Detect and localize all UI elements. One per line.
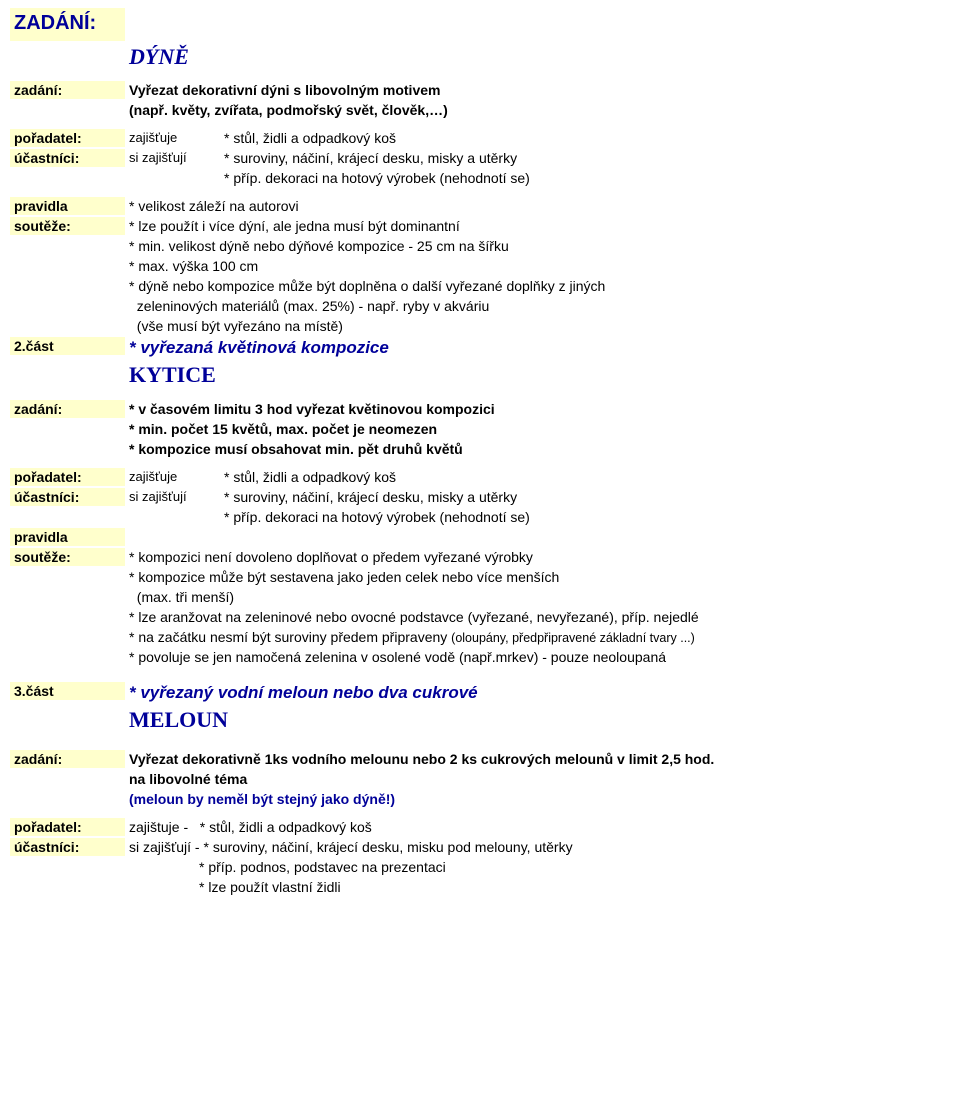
s2-ucastnici-label: účastníci: xyxy=(10,488,125,506)
s2-pr-l5: * povoluje se jen namočená zelenina v os… xyxy=(125,648,950,666)
s2-zadani-row2: * min. počet 15 květů, max. počet je neo… xyxy=(10,420,950,438)
s1-pravidla-row2: soutěže: * lze použít i více dýní, ale j… xyxy=(10,217,950,235)
s2-pr-l4: * na začátku nesmí být suroviny předem p… xyxy=(125,628,950,646)
s2-ucastnici-text2: * příp. dekoraci na hotový výrobek (neho… xyxy=(220,508,950,526)
s2-pr-l2b: (max. tři menší) xyxy=(125,588,950,606)
s1-zadani-l1: Vyřezat dekorativní dýni s libovolným mo… xyxy=(125,81,950,99)
s3-ucastnici-row2: * příp. podnos, podstavec na prezentaci xyxy=(10,858,950,876)
s1-pravidla-l1: * velikost záleží na autorovi xyxy=(125,197,950,215)
s1-pravidla-l5: * dýně nebo kompozice může být doplněna … xyxy=(125,277,950,295)
s2-pr-l4a: * na začátku nesmí být suroviny předem p… xyxy=(129,629,451,645)
s1-pravidla-row4: * max. výška 100 cm xyxy=(10,257,950,275)
s3-zadani-l3: (meloun by neměl být stejný jako dýně!) xyxy=(125,790,950,808)
spacer-content xyxy=(125,8,950,10)
empty-label xyxy=(10,43,125,45)
s3-heading: MELOUN xyxy=(125,706,950,734)
s1-pravidla-l4: * max. výška 100 cm xyxy=(125,257,950,275)
s1-zadani-l2: (např. květy, zvířata, podmořský svět, č… xyxy=(125,101,950,119)
s2-poradatel-row: pořadatel: zajišťuje * stůl, židli a odp… xyxy=(10,468,950,486)
s3-zadani-row2: na libovolné téma xyxy=(10,770,950,788)
s1-ucastnici-mid: si zajišťují xyxy=(125,149,220,166)
s1-zadani-row2: (např. květy, zvířata, podmořský svět, č… xyxy=(10,101,950,119)
s1-pravidla-row5: * dýně nebo kompozice může být doplněna … xyxy=(10,277,950,295)
s1-ucastnici-row2: * příp. dekoraci na hotový výrobek (neho… xyxy=(10,169,950,187)
s2-pravidla-label1: pravidla xyxy=(10,528,125,546)
header-zadani-label: ZADÁNÍ: xyxy=(10,8,125,41)
s1-pravidla-row5c: (vše musí být vyřezáno na místě) xyxy=(10,317,950,335)
s2-zadani-l3: * kompozice musí obsahovat min. pět druh… xyxy=(125,440,950,458)
s1-pravidla-row5b: zeleninových materiálů (max. 25%) - např… xyxy=(10,297,950,315)
s2-ucastnici-text1: * suroviny, náčiní, krájecí desku, misky… xyxy=(220,488,950,506)
s3-part-row: 3.část * vyřezaný vodní meloun nebo dva … xyxy=(10,682,950,704)
s1-poradatel-row: pořadatel: zajišťuje * stůl, židli a odp… xyxy=(10,129,950,147)
s3-uc-l2: * příp. podnos, podstavec na prezentaci xyxy=(125,858,950,876)
s1-ucastnici-row1: účastníci: si zajišťují * suroviny, náči… xyxy=(10,149,950,167)
s3-uc-l3: * lze použít vlastní židli xyxy=(125,878,950,896)
s1-pravidla-l2: * lze použít i více dýní, ale jedna musí… xyxy=(125,217,950,235)
s2-zadani-row1: zadání: * v časovém limitu 3 hod vyřezat… xyxy=(10,400,950,418)
s2-pravidla-label2: soutěže: xyxy=(10,548,125,566)
s2-zadani-l2: * min. počet 15 květů, max. počet je neo… xyxy=(125,420,950,438)
s2-zadani-l1: * v časovém limitu 3 hod vyřezat květino… xyxy=(125,400,950,418)
s2-pravidla-row0: pravidla xyxy=(10,528,950,546)
s2-heading: KYTICE xyxy=(125,361,950,389)
page-root: ZADÁNÍ: DÝNĚ zadání: Vyřezat dekorativní… xyxy=(0,0,960,928)
s3-zadani-l1: Vyřezat dekorativně 1ks vodního melounu … xyxy=(125,750,950,768)
s3-ucastnici-row1: účastníci: si zajišťují - * suroviny, ná… xyxy=(10,838,950,856)
s1-poradatel-label: pořadatel: xyxy=(10,129,125,147)
s2-zadani-label: zadání: xyxy=(10,400,125,418)
s2-pravidla-row1: soutěže: * kompozici není dovoleno doplň… xyxy=(10,548,950,566)
s2-pr-l1: * kompozici není dovoleno doplňovat o př… xyxy=(125,548,950,566)
s2-ucastnici-mid: si zajišťují xyxy=(125,488,220,505)
s2-pr-l2: * kompozice může být sestavena jako jede… xyxy=(125,568,950,586)
s2-part-row: 2.část * vyřezaná květinová kompozice xyxy=(10,337,950,359)
s3-ucastnici-label: účastníci: xyxy=(10,838,125,856)
s2-pravidla-row5: * povoluje se jen namočená zelenina v os… xyxy=(10,648,950,666)
s1-ucastnici-label: účastníci: xyxy=(10,149,125,167)
s3-zadani-label: zadání: xyxy=(10,750,125,768)
s2-ucastnici-row2: * příp. dekoraci na hotový výrobek (neho… xyxy=(10,508,950,526)
s2-pr-l3: * lze aranžovat na zeleninové nebo ovocn… xyxy=(125,608,950,626)
s2-heading-row: KYTICE xyxy=(10,361,950,389)
s3-zadani-l2: na libovolné téma xyxy=(125,770,950,788)
s1-pravidla-label2: soutěže: xyxy=(10,217,125,235)
s2-pr-l4b: (oloupány, předpřipravené základní tvary… xyxy=(451,631,695,645)
s3-uc-l1: si zajišťují - * suroviny, náčiní, kráje… xyxy=(125,838,950,856)
s2-poradatel-mid: zajišťuje xyxy=(125,468,220,485)
s2-part-title: * vyřezaná květinová kompozice xyxy=(125,337,950,359)
s3-part-title: * vyřezaný vodní meloun nebo dva cukrové xyxy=(125,682,950,704)
header-title-row: DÝNĚ xyxy=(10,43,950,71)
s2-pravidla-row4: * na začátku nesmí být suroviny předem p… xyxy=(10,628,950,646)
s1-zadani-row1: zadání: Vyřezat dekorativní dýni s libov… xyxy=(10,81,950,99)
s3-poradatel-row: pořadatel: zajištuje - * stůl, židli a o… xyxy=(10,818,950,836)
s2-poradatel-label: pořadatel: xyxy=(10,468,125,486)
s2-ucastnici-row1: účastníci: si zajišťují * suroviny, náči… xyxy=(10,488,950,506)
s1-pravidla-row1: pravidla * velikost záleží na autorovi xyxy=(10,197,950,215)
s2-pravidla-row2: * kompozice může být sestavena jako jede… xyxy=(10,568,950,586)
s2-pravidla-row2b: (max. tři menší) xyxy=(10,588,950,606)
s3-poradatel-text: zajištuje - * stůl, židli a odpadkový ko… xyxy=(125,818,950,836)
s1-poradatel-mid: zajišťuje xyxy=(125,129,220,146)
s1-pravidla-l5b: zeleninových materiálů (max. 25%) - např… xyxy=(125,297,950,315)
s1-ucastnici-text1: * suroviny, náčiní, krájecí desku, misky… xyxy=(220,149,950,167)
s1-ucastnici-text2: * příp. dekoraci na hotový výrobek (neho… xyxy=(220,169,950,187)
s3-ucastnici-row3: * lze použít vlastní židli xyxy=(10,878,950,896)
s3-poradatel-label: pořadatel: xyxy=(10,818,125,836)
s1-pravidla-row3: * min. velikost dýně nebo dýňové kompozi… xyxy=(10,237,950,255)
s3-zadani-row3: (meloun by neměl být stejný jako dýně!) xyxy=(10,790,950,808)
s1-pravidla-label1: pravidla xyxy=(10,197,125,215)
s1-pravidla-l3: * min. velikost dýně nebo dýňové kompozi… xyxy=(125,237,950,255)
s3-heading-row: MELOUN xyxy=(10,706,950,734)
s1-pravidla-l5c: (vše musí být vyřezáno na místě) xyxy=(125,317,950,335)
s2-poradatel-text: * stůl, židli a odpadkový koš xyxy=(220,468,950,486)
s3-part-label: 3.část xyxy=(10,682,125,700)
header-row: ZADÁNÍ: xyxy=(10,8,950,41)
s2-part-label: 2.část xyxy=(10,337,125,355)
s2-pravidla-row3: * lze aranžovat na zeleninové nebo ovocn… xyxy=(10,608,950,626)
title-dyne: DÝNĚ xyxy=(125,43,950,71)
s1-zadani-label: zadání: xyxy=(10,81,125,99)
s1-poradatel-text: * stůl, židli a odpadkový koš xyxy=(220,129,950,147)
s3-zadani-row1: zadání: Vyřezat dekorativně 1ks vodního … xyxy=(10,750,950,768)
s2-zadani-row3: * kompozice musí obsahovat min. pět druh… xyxy=(10,440,950,458)
